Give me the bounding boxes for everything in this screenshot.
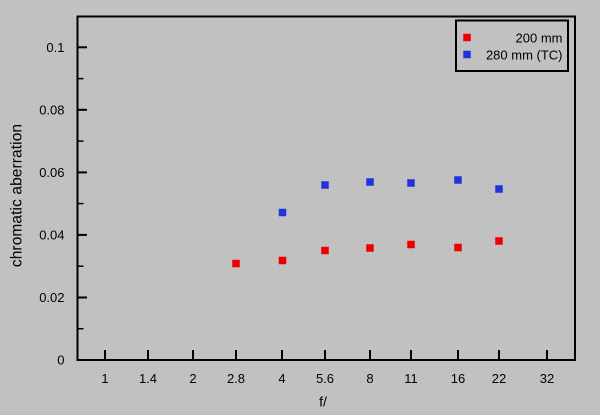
- svg-text:4: 4: [278, 371, 285, 386]
- svg-text:8: 8: [366, 371, 373, 386]
- svg-text:11: 11: [404, 371, 418, 386]
- svg-text:1: 1: [101, 371, 108, 386]
- svg-text:1.4: 1.4: [139, 371, 157, 386]
- svg-text:0.04: 0.04: [39, 228, 64, 243]
- svg-text:280 mm (TC): 280 mm (TC): [486, 47, 563, 62]
- svg-text:0.06: 0.06: [39, 165, 64, 180]
- svg-text:0.02: 0.02: [39, 290, 64, 305]
- svg-text:2: 2: [189, 371, 196, 386]
- svg-text:0.08: 0.08: [39, 102, 64, 117]
- svg-text:22: 22: [492, 371, 506, 386]
- svg-text:5.6: 5.6: [316, 371, 334, 386]
- svg-text:f/: f/: [319, 394, 327, 410]
- svg-text:16: 16: [451, 371, 465, 386]
- svg-text:32: 32: [540, 371, 554, 386]
- svg-text:0: 0: [57, 353, 64, 368]
- svg-text:2.8: 2.8: [227, 371, 245, 386]
- svg-text:chromatic aberration: chromatic aberration: [9, 124, 26, 267]
- svg-text:0.1: 0.1: [46, 40, 64, 55]
- svg-text:200 mm: 200 mm: [516, 30, 563, 45]
